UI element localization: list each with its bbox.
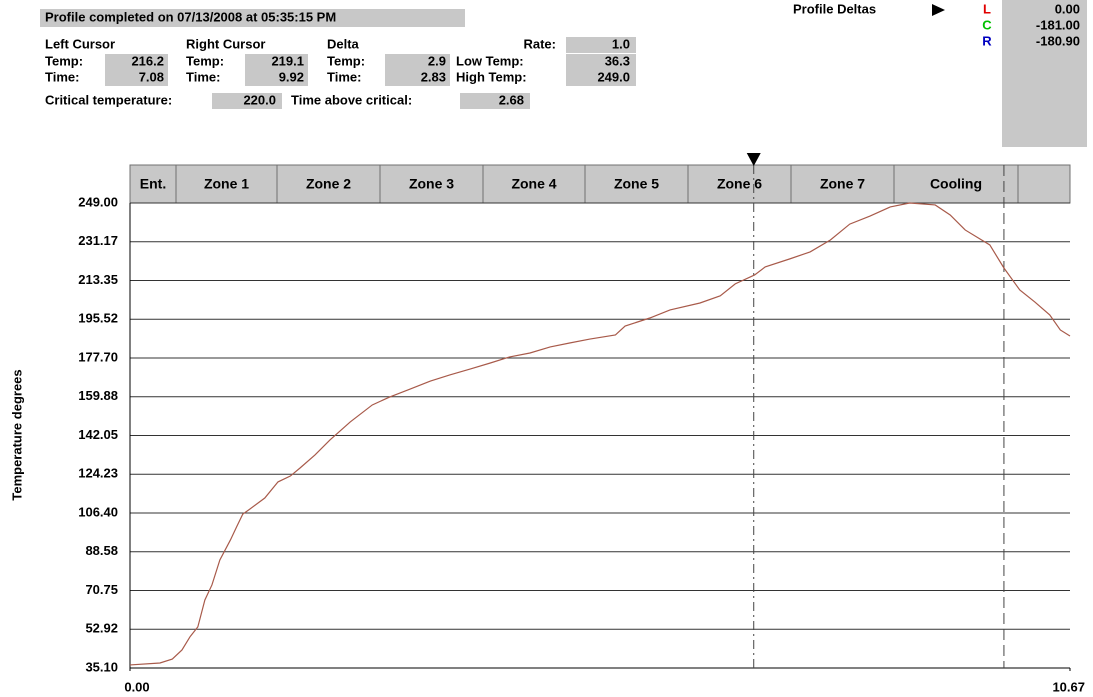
label: High Temp: xyxy=(456,69,527,84)
label: Time: xyxy=(45,69,79,84)
delta-key: L xyxy=(983,1,991,16)
y-tick-label: 159.88 xyxy=(78,388,118,403)
zone-label: Zone 6 xyxy=(717,176,762,192)
zone-label: Zone 3 xyxy=(409,176,454,192)
label: Temp: xyxy=(45,53,83,68)
value: 220.0 xyxy=(243,92,276,107)
y-tick-label: 177.70 xyxy=(78,349,118,364)
label: Low Temp: xyxy=(456,53,524,68)
chart: Ent. Zone 1 Zone 2 Zone 3 Zone 4 Zone 5 Zone 6… xyxy=(9,153,1085,694)
value-box xyxy=(385,70,450,86)
label: Left Cursor xyxy=(45,36,115,51)
y-axis-label: Temperature degrees xyxy=(9,369,24,500)
y-tick-label: 195.52 xyxy=(78,311,118,326)
value: 36.3 xyxy=(605,53,630,68)
y-tick-label: 213.35 xyxy=(78,272,118,287)
y-tick-label: 249.00 xyxy=(78,194,118,209)
value: 219.1 xyxy=(271,53,304,68)
y-tick-label: 106.40 xyxy=(78,504,118,519)
zone-label: Zone 1 xyxy=(204,176,249,192)
zone-label: Ent. xyxy=(140,176,166,192)
y-tick-label: 231.17 xyxy=(78,233,118,248)
zone-label: Zone 5 xyxy=(614,176,659,192)
value-box xyxy=(1002,0,1087,147)
y-tick-label: 88.58 xyxy=(85,543,118,558)
value: 2.68 xyxy=(499,92,524,107)
value-box xyxy=(245,54,308,70)
label: Delta xyxy=(327,36,360,51)
value-box xyxy=(212,93,282,109)
label: Right Cursor xyxy=(186,36,265,51)
value: 216.2 xyxy=(131,53,164,68)
zone-label: Zone 7 xyxy=(820,176,865,192)
title-box xyxy=(40,9,465,27)
zone-label: Cooling xyxy=(930,176,982,192)
label: Temp: xyxy=(327,53,365,68)
value: 249.0 xyxy=(597,69,630,84)
value-box xyxy=(105,70,168,86)
value-box xyxy=(566,54,636,70)
value-box xyxy=(105,54,168,70)
delta-key: R xyxy=(982,33,992,48)
label: Temp: xyxy=(186,53,224,68)
delta-value: 0.00 xyxy=(1055,1,1080,16)
value-box xyxy=(385,54,450,70)
value: 2.9 xyxy=(428,53,446,68)
value: 1.0 xyxy=(612,36,630,51)
label: Time: xyxy=(186,69,220,84)
zone-label: Zone 4 xyxy=(511,176,556,192)
value-box xyxy=(460,93,530,109)
value-box xyxy=(566,70,636,86)
header: Profile completed on 07/13/2008 at 05:35… xyxy=(40,9,636,109)
value-box xyxy=(245,70,308,86)
x-tick-label: 0.00 xyxy=(124,679,149,694)
y-tick-label: 142.05 xyxy=(78,427,118,442)
y-tick-label: 124.23 xyxy=(78,466,118,481)
label: Time: xyxy=(327,69,361,84)
temperature-line xyxy=(129,202,1071,666)
label: Critical temperature: xyxy=(45,92,172,107)
delta-value: -180.90 xyxy=(1036,33,1080,48)
cursor-marker xyxy=(746,153,761,166)
delta-key: C xyxy=(982,17,992,32)
label: Time above critical: xyxy=(291,92,412,107)
value: 2.83 xyxy=(421,69,446,84)
value: 7.08 xyxy=(139,69,164,84)
zone-label: Zone 2 xyxy=(306,176,351,192)
profile-deltas: Profile Deltas L 0.00 C -181.00 R -180.90 xyxy=(793,0,1087,147)
label: Rate: xyxy=(523,36,556,51)
zone-bar xyxy=(129,164,1071,204)
title: Profile completed on 07/13/2008 at 05:35… xyxy=(45,9,336,24)
y-tick-label: 35.10 xyxy=(85,659,118,674)
x-tick-label: 10.67 xyxy=(1052,679,1085,694)
delta-value: -181.00 xyxy=(1036,17,1080,32)
y-tick-label: 52.92 xyxy=(85,621,118,636)
value: 9.92 xyxy=(279,69,304,84)
value-box xyxy=(566,37,636,53)
deltas-title: Profile Deltas xyxy=(793,1,876,16)
y-tick-label: 70.75 xyxy=(85,582,118,597)
arrow-icon xyxy=(932,4,945,16)
